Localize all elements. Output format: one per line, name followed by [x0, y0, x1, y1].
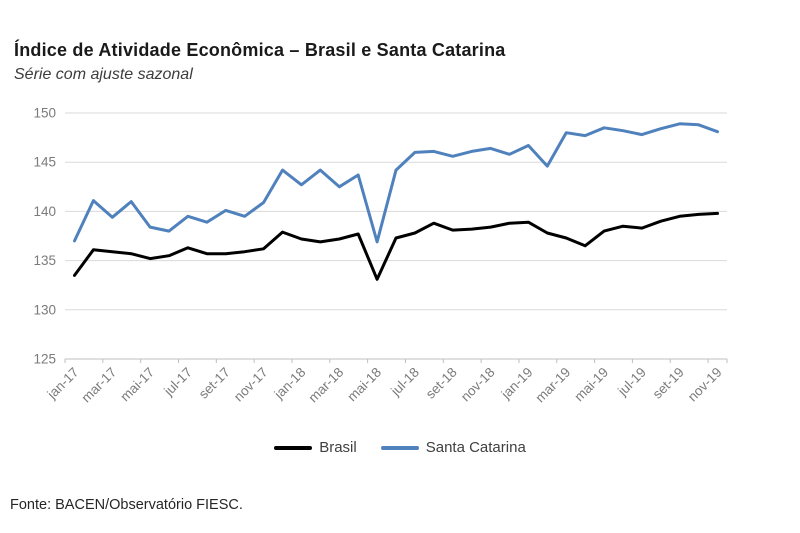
y-axis-label: 145	[33, 155, 56, 170]
x-axis-label: jan-17	[44, 365, 82, 403]
legend-label-santa-catarina: Santa Catarina	[425, 439, 526, 456]
chart-title: Índice de Atividade Econômica – Brasil e…	[14, 40, 506, 60]
x-axis-label: nov-18	[458, 365, 498, 405]
x-axis-label: mar-19	[533, 365, 574, 406]
y-axis-label: 130	[33, 302, 56, 317]
chart-legend: Brasil Santa Catarina	[0, 439, 800, 456]
brasil-line-swatch	[274, 445, 313, 450]
series-line-brasil	[73, 211, 719, 281]
x-axis-label: nov-19	[685, 365, 725, 405]
x-axis-label: jul-17	[160, 365, 195, 400]
x-axis-label: jan-18	[271, 365, 309, 403]
x-axis-label: mar-18	[306, 365, 347, 406]
legend-item-brasil: Brasil	[274, 439, 357, 456]
source-note: Fonte: BACEN/Observatório FIESC.	[10, 497, 243, 513]
y-axis-label: 140	[33, 204, 56, 219]
x-axis-label: mai-17	[117, 365, 157, 405]
x-axis-label: set-17	[196, 365, 233, 402]
x-axis-label: jan-19	[498, 365, 536, 403]
y-axis-label: 135	[33, 253, 56, 268]
x-axis-label: mai-18	[344, 365, 384, 405]
x-axis-label: jul-19	[614, 365, 649, 400]
x-axis-label: mai-19	[571, 365, 611, 405]
santa-catarina-line-swatch	[380, 445, 419, 450]
legend-item-santa-catarina: Santa Catarina	[380, 439, 526, 456]
x-axis-label: mar-17	[79, 365, 120, 406]
y-axis-label: 125	[33, 352, 56, 367]
x-axis-label: set-18	[423, 365, 460, 402]
x-axis-label: set-19	[650, 365, 687, 402]
legend-label-brasil: Brasil	[319, 439, 357, 456]
series-line-santa-catarina	[73, 122, 719, 244]
chart-subtitle: Série com ajuste sazonal	[14, 66, 193, 83]
x-axis-label: jul-18	[387, 365, 422, 400]
y-axis-label: 150	[33, 106, 56, 121]
x-axis-label: nov-17	[231, 365, 271, 405]
